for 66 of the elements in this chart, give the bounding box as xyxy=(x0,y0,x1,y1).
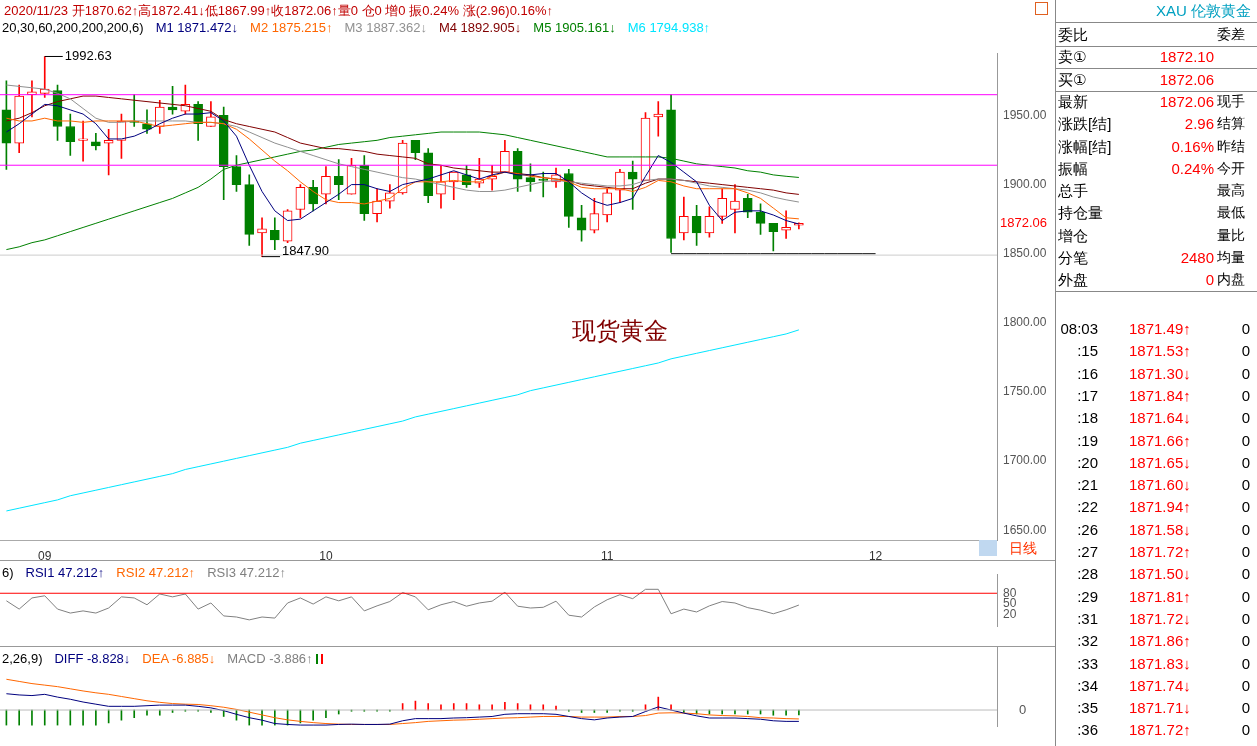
x-tick-label: 11 xyxy=(600,548,614,563)
text: M3 1887.362↓ xyxy=(344,20,427,35)
text: :32 1871.86↑ 0 xyxy=(1077,632,1250,650)
y-tick-label: 1900.00 xyxy=(1003,176,1047,191)
text: :28 1871.50↓ 0 xyxy=(1077,565,1250,583)
x-tick-label: 10 xyxy=(319,548,333,563)
text: :31 1871.72↓ 0 xyxy=(1077,609,1250,627)
text: M6 1794.938↑ xyxy=(627,20,711,35)
text: :35 1871.71↓ 0 xyxy=(1077,699,1250,717)
text: 日线 xyxy=(1009,539,1037,556)
y-tick-label: 1700.00 xyxy=(1003,453,1047,468)
y-tick-label: 1650.00 xyxy=(1003,522,1047,537)
x-tick-label: 12 xyxy=(868,548,883,563)
annotation: RSI1 47.212↑ xyxy=(25,565,105,580)
annotation: RSI2 47.212↑ xyxy=(116,565,196,580)
text: :19 1871.66↑ 0 xyxy=(1077,431,1250,449)
text: 涨幅[结] 0.16% 昨结 xyxy=(1058,137,1245,155)
y-tick-label: 1850.00 xyxy=(1003,246,1047,261)
text: 振幅 0.24% 今开 xyxy=(1058,159,1245,177)
text: :33 1871.83↓ 0 xyxy=(1077,654,1250,672)
text: :26 1871.58↓ 0 xyxy=(1077,520,1250,538)
text: M4 1892.905↓ xyxy=(438,20,522,35)
text: 买① 1872.06 xyxy=(1058,70,1214,88)
x-tick-label: 09 xyxy=(38,548,52,563)
text: XAU 伦敦黄金 xyxy=(1155,2,1251,21)
legend-title: 2,26,9) xyxy=(2,651,43,666)
text: DIFF -8.828↓ xyxy=(54,651,131,666)
annotation: 1847.90 xyxy=(282,243,330,259)
text: 08:03 1871.49↑ 0 xyxy=(1060,320,1250,337)
legend-label: MACD -3.886↑ xyxy=(227,651,313,666)
text: 分笔 2480 均量 xyxy=(1058,249,1245,266)
annotation: 1992.63 xyxy=(64,48,112,64)
legend-title: 6) xyxy=(2,565,14,580)
text: 涨跌[结] 2.96 结算 xyxy=(1058,115,1245,133)
y-tick-label: 1750.00 xyxy=(1003,384,1047,399)
text: DEA -6.885↓ xyxy=(142,651,216,666)
text: :34 1871.74↓ 0 xyxy=(1077,676,1250,694)
text: 总手 最高 xyxy=(1058,182,1245,200)
y-tick-label: 20 xyxy=(1003,607,1017,622)
text: 1872.06 xyxy=(1000,214,1047,230)
annotation: 现货黄金 xyxy=(572,317,669,345)
series-label: RSI3 47.212↑ xyxy=(207,565,286,580)
text: 委比 委差 xyxy=(1058,26,1245,43)
text: 持仓量 最低 xyxy=(1058,204,1245,222)
text: 0 xyxy=(1019,701,1027,717)
text: :15 1871.53↑ 0 xyxy=(1077,342,1250,360)
text: :29 1871.81↑ 0 xyxy=(1077,587,1250,605)
text: M2 1875.215↑ xyxy=(250,20,333,35)
text: 卖① 1872.10 xyxy=(1058,48,1214,66)
text: 外盘 0 内盘 xyxy=(1058,271,1245,289)
text: :22 1871.94↑ 0 xyxy=(1077,498,1250,516)
text: :21 1871.60↓ 0 xyxy=(1077,476,1250,494)
text: :17 1871.84↑ 0 xyxy=(1077,386,1250,404)
chart-title: 2020/11/23 开1870.62↑高1872.41↓低1867.99↑收1872.06↑量0 仓0 增0 振0.24% 涨(2.96)0.16%↑ xyxy=(4,2,553,20)
text: M5 1905.161↓ xyxy=(533,20,616,35)
y-tick-label: 1800.00 xyxy=(1003,315,1047,330)
text: :16 1871.30↓ 0 xyxy=(1077,364,1250,382)
text: :20 1871.65↓ 0 xyxy=(1077,453,1250,471)
text: 增仓 量比 xyxy=(1058,226,1245,244)
text: M1 1871.472↓ xyxy=(155,20,239,35)
text: :36 1871.72↑ 0 xyxy=(1077,721,1250,739)
legend-title: 20,30,60,200,200,200,6) xyxy=(2,20,144,35)
text: 最新 1872.06 现手 xyxy=(1058,92,1245,110)
y-tick-label: 1950.00 xyxy=(1003,107,1047,122)
text: :18 1871.64↓ 0 xyxy=(1077,409,1250,427)
text: :27 1871.72↑ 0 xyxy=(1077,543,1250,560)
